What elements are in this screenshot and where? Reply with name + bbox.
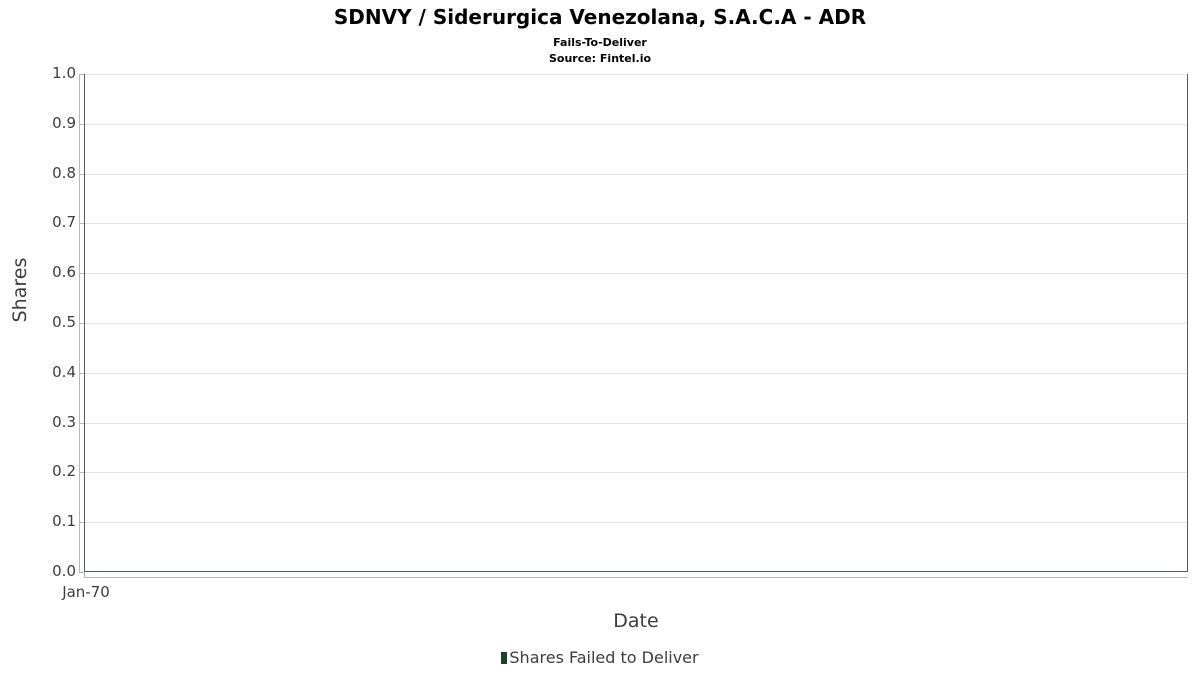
y-tick-label: 0.7 — [52, 213, 76, 232]
gridline — [85, 422, 1187, 424]
y-tick-label: 0.1 — [52, 512, 76, 531]
y-tick-label: 1.0 — [52, 64, 76, 82]
y-tick-mark — [79, 522, 84, 523]
y-tick-label: 0.6 — [52, 263, 76, 282]
plot-area — [84, 74, 1188, 572]
gridline — [85, 74, 1187, 75]
y-tick-label: 0.5 — [52, 313, 76, 331]
y-tick-label: 0.4 — [52, 362, 76, 381]
y-tick-label: 0.2 — [52, 462, 76, 481]
y-tick-label: 0.0 — [52, 562, 76, 580]
gridline — [85, 273, 1187, 275]
x-axis-label: Date — [613, 610, 659, 632]
gridline — [85, 173, 1187, 175]
gridline — [85, 372, 1187, 374]
y-tick-mark — [79, 223, 84, 224]
x-tick-label: Jan-70 — [62, 583, 110, 601]
chart-source-label: Source: Fintel.io — [548, 52, 652, 65]
y-tick-mark — [79, 273, 84, 274]
y-tick-label: 0.3 — [52, 412, 76, 431]
gridline — [85, 123, 1187, 125]
y-tick-mark — [79, 373, 84, 374]
gridline — [85, 223, 1187, 225]
y-tick-mark — [79, 572, 84, 573]
legend-color-swatch-icon — [501, 651, 508, 664]
gridline — [85, 323, 1187, 324]
y-axis-label: Shares — [9, 257, 31, 323]
chart-legend: Shares Failed to Deliver — [0, 648, 1200, 667]
x-axis-spine — [84, 577, 1188, 578]
y-tick-mark — [79, 323, 84, 324]
x-tick-mark — [84, 572, 85, 577]
y-tick-mark — [79, 472, 84, 473]
legend-item-shares-failed-to-deliver[interactable]: Shares Failed to Deliver — [501, 648, 699, 667]
gridline — [85, 522, 1187, 524]
chart-subtitle: Fails-To-Deliver — [553, 36, 647, 49]
gridline — [85, 472, 1187, 474]
y-tick-label: 0.9 — [52, 113, 76, 132]
y-tick-mark — [79, 174, 84, 175]
y-tick-mark — [79, 124, 84, 125]
chart-title: SDNVY / Siderurgica Venezolana, S.A.C.A … — [333, 5, 867, 29]
legend-item-label: Shares Failed to Deliver — [509, 648, 699, 667]
y-tick-label: 0.8 — [52, 163, 76, 182]
y-tick-mark — [79, 74, 84, 75]
y-tick-mark — [79, 423, 84, 424]
